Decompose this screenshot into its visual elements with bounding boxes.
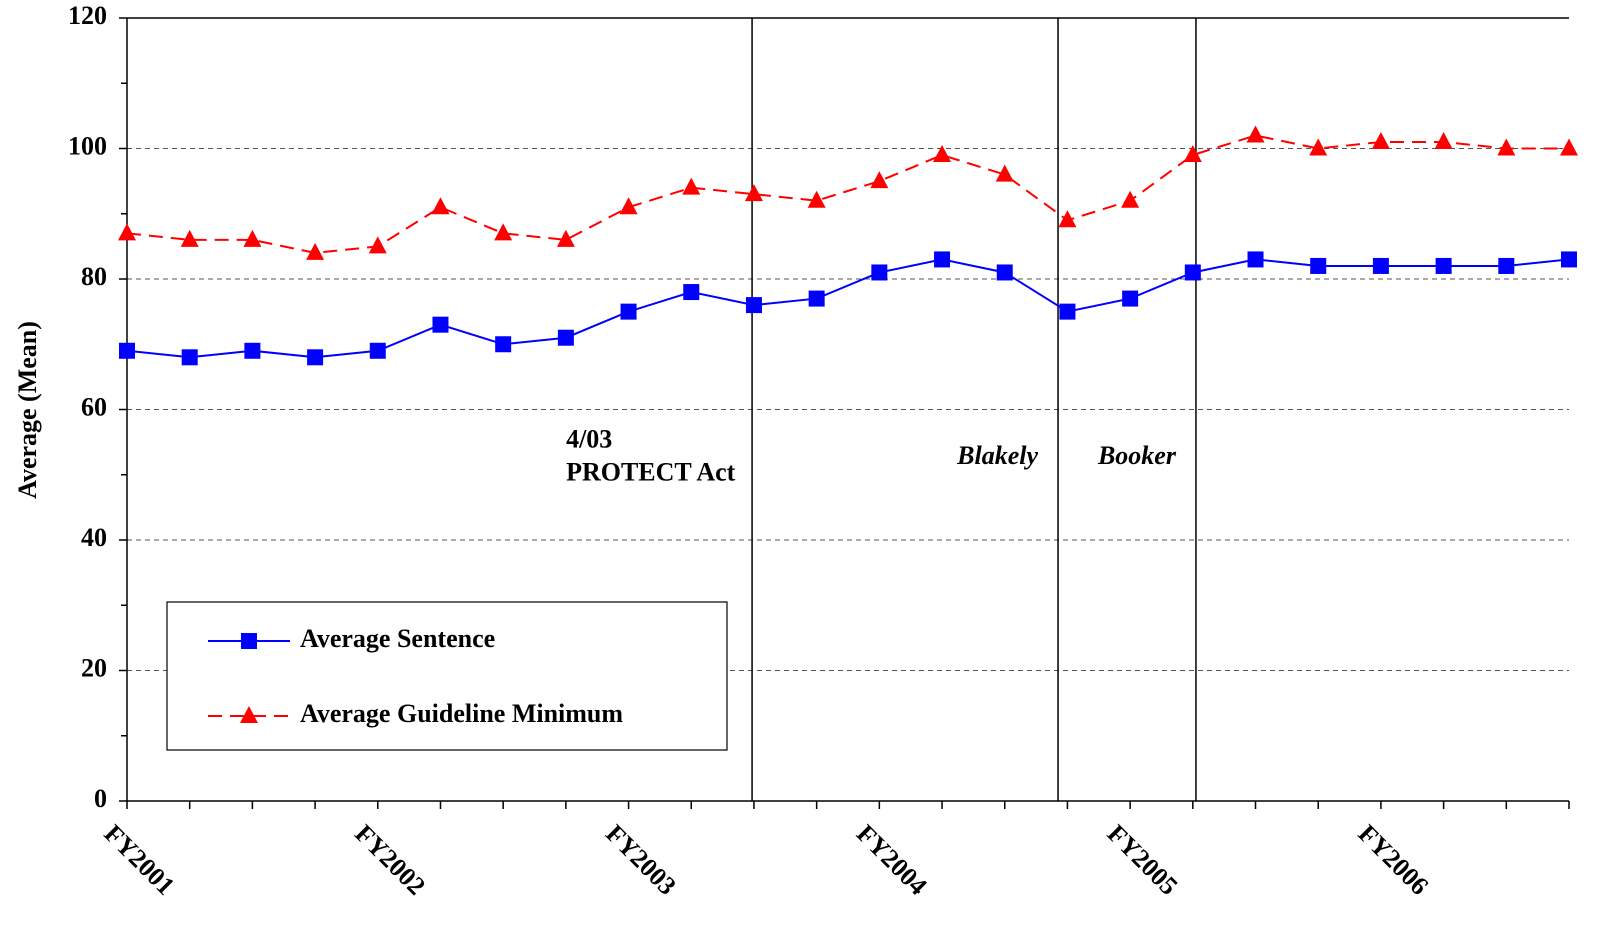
y-tick-label: 100 xyxy=(68,131,107,160)
annotation-text: PROTECT Act xyxy=(566,457,736,486)
marker-square xyxy=(307,349,324,366)
y-tick-label: 40 xyxy=(81,523,107,552)
marker-square xyxy=(808,290,825,307)
marker-square xyxy=(1561,251,1577,268)
marker-triangle xyxy=(556,229,575,247)
marker-square xyxy=(119,342,135,359)
marker-square xyxy=(432,316,449,333)
marker-square xyxy=(369,342,386,359)
marker-triangle xyxy=(933,145,952,163)
annotation-text: Booker xyxy=(1097,441,1177,470)
y-tick-label: 60 xyxy=(81,392,107,421)
x-tick-label: FY2003 xyxy=(600,819,682,901)
series-line xyxy=(126,258,1570,359)
marker-triangle xyxy=(744,184,763,202)
x-tick-label: FY2001 xyxy=(99,819,181,901)
legend: Average Sentence Average Guideline Minimu… xyxy=(166,601,728,751)
marker-triangle xyxy=(1497,138,1516,156)
marker-triangle xyxy=(1371,131,1390,149)
series-line xyxy=(126,134,1569,254)
x-tick-label: FY2005 xyxy=(1102,819,1184,901)
x-tick-label: FY2004 xyxy=(851,819,933,901)
marker-square xyxy=(1498,257,1515,274)
annotation-text: 4/03 xyxy=(566,424,612,453)
y-tick-label: 80 xyxy=(81,262,107,291)
marker-triangle xyxy=(118,223,136,241)
marker-square xyxy=(1247,251,1264,268)
legend-label: Average Sentence xyxy=(300,624,495,653)
legend-box xyxy=(166,601,728,751)
marker-square xyxy=(495,336,512,353)
x-tick-label: FY2006 xyxy=(1352,819,1434,901)
marker-triangle xyxy=(1058,210,1077,228)
marker-triangle xyxy=(870,171,889,189)
y-axis-label: Average (Mean) xyxy=(13,321,42,499)
marker-triangle xyxy=(368,236,387,254)
marker-triangle xyxy=(240,706,258,723)
marker-triangle xyxy=(431,197,450,215)
marker-square xyxy=(871,264,888,281)
marker-square xyxy=(683,284,700,301)
marker-square xyxy=(557,329,574,346)
legend-label: Average Guideline Minimum xyxy=(300,699,623,728)
marker-square xyxy=(934,251,951,268)
marker-triangle xyxy=(1246,125,1265,143)
marker-square xyxy=(1184,264,1201,281)
marker-triangle xyxy=(1183,145,1202,163)
marker-square xyxy=(1059,303,1076,320)
marker-square xyxy=(1122,290,1139,307)
marker-square xyxy=(996,264,1013,281)
marker-square xyxy=(181,349,198,366)
marker-triangle xyxy=(1560,138,1578,156)
marker-triangle xyxy=(682,177,701,195)
marker-triangle xyxy=(243,229,262,247)
marker-triangle xyxy=(807,190,826,208)
marker-square xyxy=(1310,257,1327,274)
marker-triangle xyxy=(180,229,199,247)
marker-triangle xyxy=(494,223,513,241)
marker-square xyxy=(620,303,637,320)
y-tick-label: 0 xyxy=(94,784,107,813)
marker-triangle xyxy=(306,242,325,260)
marker-square xyxy=(1435,257,1452,274)
marker-square xyxy=(244,342,261,359)
marker-triangle xyxy=(995,164,1014,182)
marker-square xyxy=(241,633,257,649)
y-tick-label: 120 xyxy=(68,1,107,30)
marker-triangle xyxy=(619,197,638,215)
marker-square xyxy=(745,297,762,314)
marker-triangle xyxy=(1434,131,1453,149)
marker-triangle xyxy=(1121,190,1140,208)
y-tick-label: 20 xyxy=(81,653,107,682)
x-tick-label: FY2002 xyxy=(349,819,431,901)
marker-square xyxy=(1372,257,1389,274)
annotation-text: Blakely xyxy=(956,441,1038,470)
marker-triangle xyxy=(1309,138,1328,156)
